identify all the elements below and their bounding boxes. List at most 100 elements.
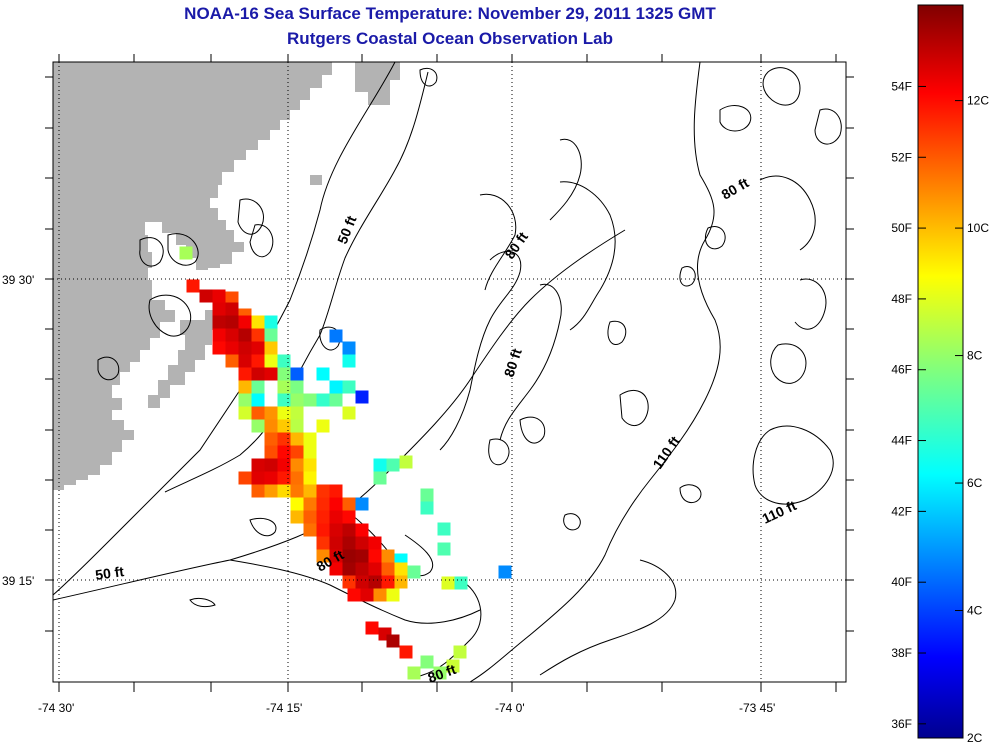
sst-pixel: [290, 445, 304, 459]
sst-pixel: [277, 354, 291, 368]
sst-pixel: [277, 484, 291, 498]
colorbar-celsius-label: 4C: [967, 604, 983, 618]
sst-pixel: [264, 471, 278, 485]
sst-pixel: [251, 458, 265, 472]
sst-pixel: [251, 393, 265, 407]
sst-pixel: [355, 497, 369, 511]
sst-pixel: [212, 315, 226, 329]
sst-pixel: [365, 621, 379, 635]
sst-pixel: [290, 458, 304, 472]
sst-pixel: [212, 341, 226, 355]
sst-pixel: [407, 666, 421, 680]
colorbar-celsius-label: 6C: [967, 476, 983, 490]
sst-pixel: [355, 575, 369, 589]
sst-pixel: [303, 432, 317, 446]
sst-pixel: [212, 328, 226, 342]
sst-pixel: [437, 522, 451, 536]
sst-pixel: [342, 380, 356, 394]
sst-pixel: [453, 645, 467, 659]
sst-pixel: [355, 523, 369, 537]
sst-pixel: [329, 329, 343, 343]
sst-pixel: [251, 484, 265, 498]
colorbar-fahrenheit-label: 46F: [891, 363, 912, 377]
sst-pixel: [381, 575, 395, 589]
sst-pixel: [381, 562, 395, 576]
sst-pixel: [238, 328, 252, 342]
sst-pixel: [277, 380, 291, 394]
sst-pixel: [212, 302, 226, 316]
sst-pixel: [290, 471, 304, 485]
sst-pixel: [199, 289, 213, 303]
colorbar-fahrenheit-label: 44F: [891, 434, 912, 448]
graticule: [53, 62, 846, 682]
sst-pixel: [277, 406, 291, 420]
sst-pixel: [329, 510, 343, 524]
sst-pixel: [238, 341, 252, 355]
colorbar-celsius-label: 8C: [967, 349, 983, 363]
sst-pixel: [316, 484, 330, 498]
x-tick-label: -73 45': [739, 701, 775, 715]
colorbar-celsius-label: 12C: [967, 94, 989, 108]
sst-pixel: [277, 419, 291, 433]
sst-pixel: [225, 328, 239, 342]
sst-pixel: [355, 562, 369, 576]
sst-pixel: [433, 666, 447, 680]
sst-pixel: [303, 471, 317, 485]
sst-pixel: [251, 406, 265, 420]
sst-pixel: [238, 393, 252, 407]
sst-pixel: [329, 549, 343, 563]
sst-pixel: [264, 354, 278, 368]
sst-pixel: [238, 406, 252, 420]
sst-pixel: [277, 471, 291, 485]
colorbar-fahrenheit-label: 50F: [891, 221, 912, 235]
sst-pixel: [373, 471, 387, 485]
sst-pixel: [368, 549, 382, 563]
contour-label: 50 ft: [94, 563, 125, 583]
map-subtitle: Rutgers Coastal Ocean Observation Lab: [287, 29, 613, 48]
sst-pixel: [303, 445, 317, 459]
sst-pixel: [381, 549, 395, 563]
sst-pixel: [386, 634, 400, 648]
colorbar-fahrenheit-label: 38F: [891, 646, 912, 660]
sst-pixel: [316, 367, 330, 381]
sst-pixel: [347, 588, 361, 602]
sst-pixel: [446, 659, 460, 673]
sst-pixel: [355, 549, 369, 563]
sst-pixel: [264, 419, 278, 433]
sst-pixel: [303, 484, 317, 498]
sst-pixel: [225, 341, 239, 355]
sst-pixel: [329, 562, 343, 576]
x-axis: -74 30' -74 15' -74 0' -73 45': [38, 701, 775, 715]
sst-pixel: [342, 341, 356, 355]
sst-pixel: [355, 536, 369, 550]
sst-pixel: [251, 341, 265, 355]
sst-pixel: [342, 510, 356, 524]
sst-pixel: [316, 523, 330, 537]
sst-pixel: [454, 576, 468, 590]
sst-pixel: [316, 536, 330, 550]
sst-pixel: [342, 575, 356, 589]
x-tick-label: -74 15': [266, 701, 302, 715]
sst-pixel: [251, 354, 265, 368]
sst-pixel: [329, 393, 343, 407]
sst-pixel: [437, 542, 451, 556]
sst-pixel: [420, 488, 434, 502]
sst-pixel: [399, 455, 413, 469]
sst-pixel: [277, 367, 291, 381]
sst-pixel: [238, 367, 252, 381]
colorbar-fahrenheit-label: 40F: [891, 575, 912, 589]
sst-pixel: [316, 419, 330, 433]
sst-pixel: [342, 562, 356, 576]
colorbar-scale: [917, 4, 964, 739]
sst-pixel: [316, 393, 330, 407]
sst-pixel: [386, 458, 400, 472]
sst-pixel: [238, 354, 252, 368]
colorbar-celsius-label: 2C: [967, 731, 983, 745]
sst-pixel: [290, 484, 304, 498]
colorbar-fahrenheit-label: 36F: [891, 717, 912, 731]
sst-pixel: [264, 432, 278, 446]
sst-pixel: [225, 302, 239, 316]
sst-pixel: [290, 393, 304, 407]
sst-pixel: [238, 315, 252, 329]
